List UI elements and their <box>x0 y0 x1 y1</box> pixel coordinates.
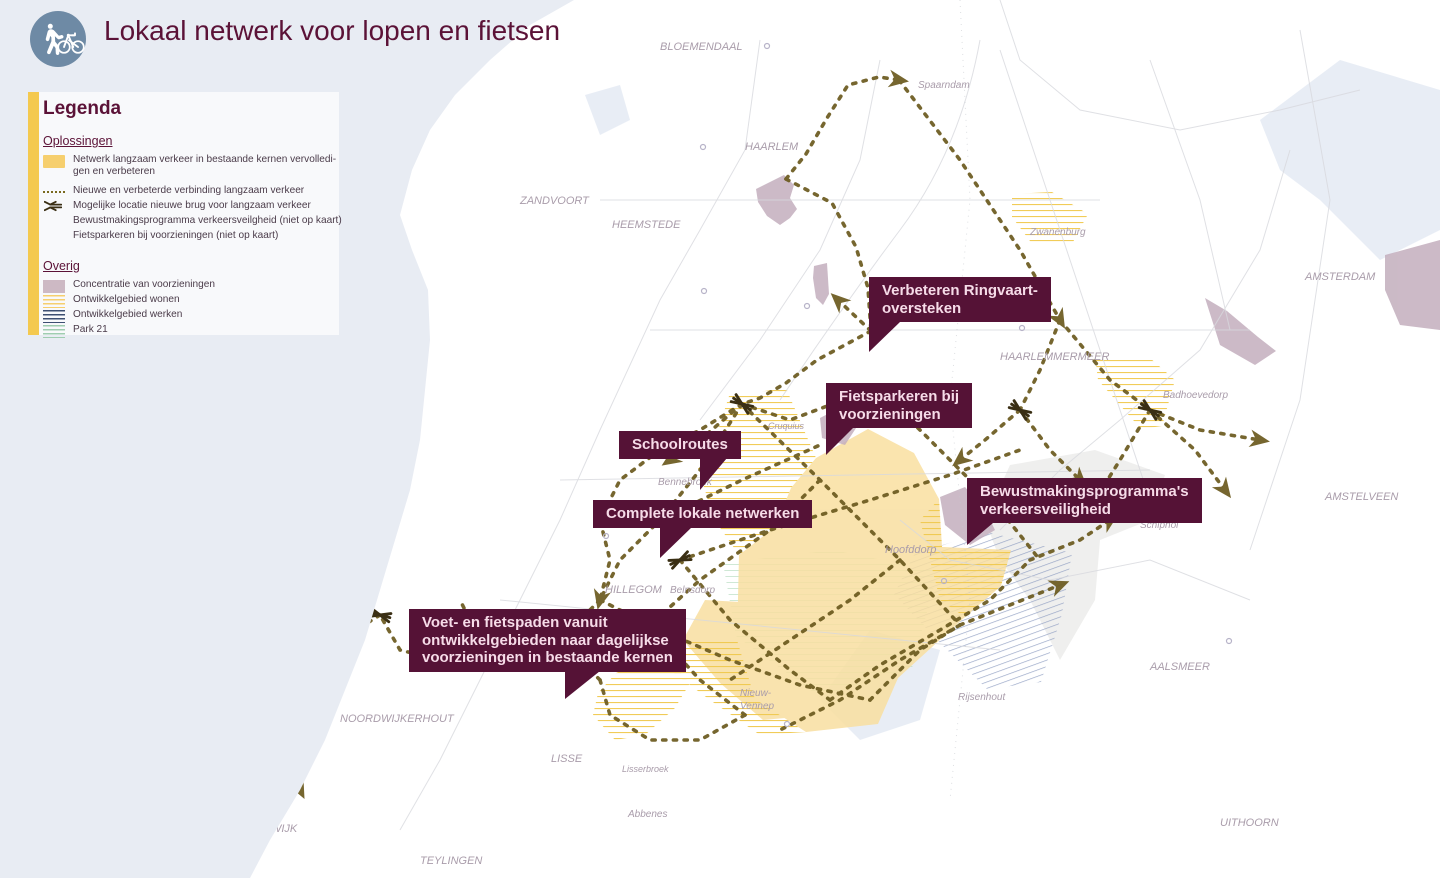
svg-text:BLOEMENDAAL: BLOEMENDAAL <box>660 41 743 53</box>
svg-text:LISSE: LISSE <box>551 753 583 765</box>
svg-text:Vennep: Vennep <box>740 701 775 712</box>
svg-text:UITHOORN: UITHOORN <box>1220 817 1279 829</box>
svg-text:Hoofddorp: Hoofddorp <box>885 544 936 556</box>
svg-text:TEYLINGEN: TEYLINGEN <box>420 855 482 867</box>
svg-text:AMSTERDAM: AMSTERDAM <box>1304 271 1376 283</box>
svg-text:Bennebroek: Bennebroek <box>658 477 713 488</box>
svg-text:AMSTELVEEN: AMSTELVEEN <box>1324 491 1398 503</box>
svg-text:Abbenes: Abbenes <box>627 809 667 820</box>
svg-text:Rijsenhout: Rijsenhout <box>958 692 1006 703</box>
svg-text:ZANDVOORT: ZANDVOORT <box>519 195 590 207</box>
svg-text:Cruquius: Cruquius <box>768 421 805 431</box>
svg-text:NOORDWIJKERHOUT: NOORDWIJKERHOUT <box>340 713 455 725</box>
svg-text:Spaarndam: Spaarndam <box>918 80 970 91</box>
svg-text:HILLEGOM: HILLEGOM <box>605 584 663 596</box>
svg-text:NOORDWIJK: NOORDWIJK <box>230 823 298 835</box>
svg-text:Zwanenburg: Zwanenburg <box>1029 227 1086 238</box>
svg-text:HAARLEM: HAARLEM <box>745 141 799 153</box>
svg-text:HAARLEMMERMEER: HAARLEMMERMEER <box>1000 351 1109 363</box>
svg-text:AALSMEER: AALSMEER <box>1149 661 1210 673</box>
svg-text:Lisserbroek: Lisserbroek <box>622 764 669 774</box>
svg-text:Nieuw-: Nieuw- <box>740 688 772 699</box>
svg-text:HEEMSTEDE: HEEMSTEDE <box>612 219 681 231</box>
svg-text:Badhoevedorp: Badhoevedorp <box>1163 390 1228 401</box>
svg-text:Belnsdorp: Belnsdorp <box>670 585 715 596</box>
